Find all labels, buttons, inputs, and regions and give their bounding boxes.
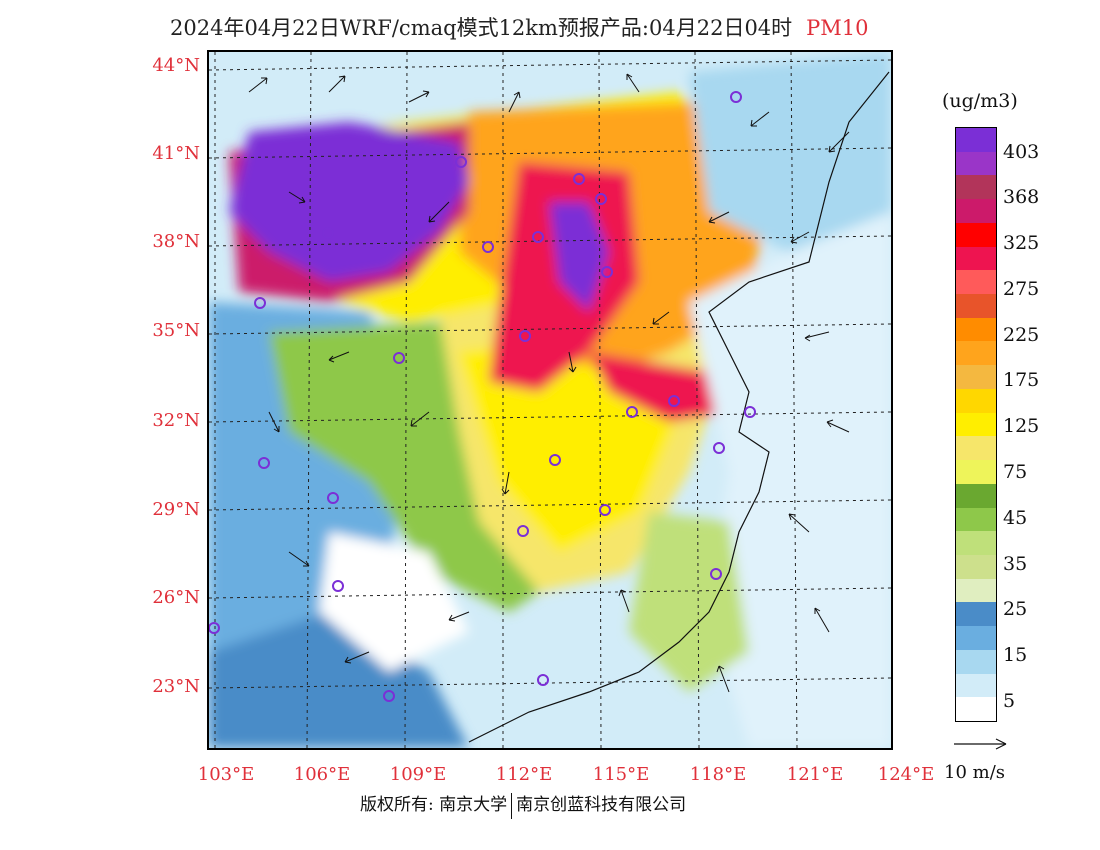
lat-label-23n: 23°N — [152, 676, 200, 697]
colorbar-swatch — [956, 199, 996, 224]
lat-label-29n: 29°N — [152, 499, 200, 520]
colorbar-swatch — [956, 483, 996, 508]
city-markers — [209, 91, 756, 702]
colorbar-swatch — [956, 341, 996, 366]
graticule — [209, 52, 891, 748]
pm10-forecast-map — [207, 50, 893, 750]
lon-label-124e: 124°E — [877, 764, 935, 785]
colorbar-swatch — [956, 507, 996, 532]
pollutant-label: PM10 — [806, 16, 869, 40]
colorbar-swatch — [956, 460, 996, 485]
colorbar-label: 403 — [1003, 141, 1040, 163]
colorbar-label: 35 — [1003, 553, 1028, 575]
copyright-footer: 版权所有: 南京大学 南京创蓝科技有限公司 — [360, 790, 686, 819]
colorbar-swatch — [956, 578, 996, 603]
wind-vectors — [248, 73, 850, 693]
colorbar-swatch — [956, 128, 996, 152]
colorbar-label: 75 — [1003, 461, 1028, 483]
lat-label-35n: 35°N — [152, 320, 200, 341]
lon-label-112e: 112°E — [495, 764, 553, 785]
map-canvas — [209, 52, 891, 748]
wind-reference-label: 10 m/s — [944, 762, 1005, 783]
copyright-text: 版权所有: 南京大学 — [360, 795, 508, 815]
lat-label-32n: 32°N — [152, 410, 200, 431]
colorbar-label: 125 — [1003, 415, 1040, 437]
colorbar-swatch — [956, 388, 996, 413]
company-text: 南京创蓝科技有限公司 — [516, 795, 687, 815]
colorbar-swatch — [956, 175, 996, 200]
colorbar-label: 225 — [1003, 324, 1040, 346]
colorbar-swatch — [956, 270, 996, 295]
colorbar-swatch — [956, 649, 996, 674]
lon-label-103e: 103°E — [197, 764, 255, 785]
colorbar-label: 175 — [1003, 369, 1040, 391]
lat-label-38n: 38°N — [152, 231, 200, 252]
colorbar-label: 325 — [1003, 232, 1040, 254]
colorbar-swatch — [956, 365, 996, 390]
colorbar-legend — [955, 127, 997, 722]
title-text: 2024年04月22日WRF/cmaq模式12km预报产品:04月22日04时 — [170, 16, 793, 40]
colorbar-swatch — [956, 626, 996, 651]
lon-label-106e: 106°E — [293, 764, 351, 785]
colorbar-swatch — [956, 151, 996, 176]
colorbar-label: 45 — [1003, 507, 1028, 529]
lat-label-44n: 44°N — [152, 55, 200, 76]
concentration-field — [209, 52, 891, 748]
colorbar-swatch — [956, 222, 996, 247]
colorbar-swatch — [956, 697, 996, 722]
colorbar-swatch — [956, 531, 996, 556]
colorbar-label: 25 — [1003, 598, 1028, 620]
colorbar-swatch — [956, 602, 996, 627]
lat-label-41n: 41°N — [152, 143, 200, 164]
colorbar-unit: (ug/m3) — [942, 90, 1018, 112]
lon-label-121e: 121°E — [786, 764, 844, 785]
lon-label-118e: 118°E — [689, 764, 747, 785]
map-title: 2024年04月22日WRF/cmaq模式12km预报产品:04月22日04时 P… — [170, 12, 869, 42]
colorbar-swatch — [956, 317, 996, 342]
colorbar-label: 5 — [1003, 690, 1016, 712]
colorbar-swatch — [956, 554, 996, 579]
wind-reference-arrow-icon — [954, 738, 1007, 750]
colorbar-label: 15 — [1003, 644, 1028, 666]
colorbar-label: 368 — [1003, 186, 1040, 208]
colorbar-label: 275 — [1003, 278, 1040, 300]
lat-label-26n: 26°N — [152, 587, 200, 608]
colorbar-swatch — [956, 294, 996, 319]
lon-label-109e: 109°E — [389, 764, 447, 785]
colorbar-swatch — [956, 412, 996, 437]
coastline — [468, 71, 890, 743]
lon-label-115e: 115°E — [592, 764, 650, 785]
footer-divider — [511, 792, 513, 819]
colorbar-swatch — [956, 436, 996, 461]
colorbar-swatch — [956, 246, 996, 271]
colorbar-swatch — [956, 673, 996, 698]
